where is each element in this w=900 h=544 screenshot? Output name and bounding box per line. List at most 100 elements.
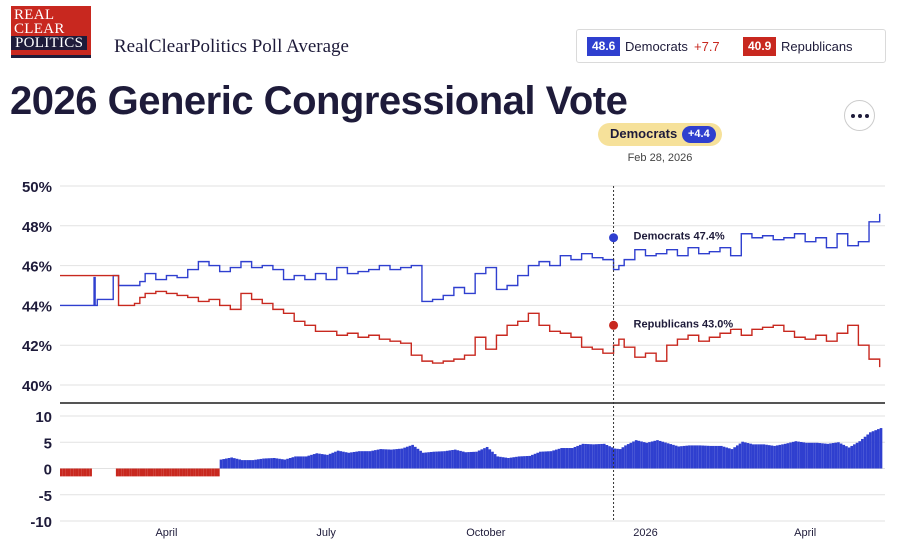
spread-bar [560,448,563,469]
spread-bar [584,443,587,469]
spread-bar [400,448,404,469]
ytick-label-pct: 46% [22,259,52,276]
spread-bar [653,440,657,469]
spread-bar [642,442,646,469]
spread-bar [722,446,726,469]
spread-bar [408,445,412,469]
spread-bar [541,451,545,469]
spread-bar [618,449,622,469]
hover-point-republicans [609,320,619,330]
spread-bar [634,440,638,469]
spread-bar [749,443,752,469]
spread-bar [371,450,375,469]
spread-bar [794,441,798,469]
spread-bar [831,443,835,469]
spread-bar [376,449,380,469]
logo-line-clear: CLEAR [14,21,65,37]
spread-bar [291,457,295,469]
spread-bar [126,468,130,477]
spread-bar [581,443,585,469]
spread-bar [307,455,311,469]
spread-bar [613,448,617,469]
spread-bar [185,468,188,477]
spread-bar [203,468,207,477]
legend-box: 48.6 Democrats +7.7 40.9 Republicans [576,29,886,63]
more-horizontal-icon-dot [864,113,869,118]
spread-bar [318,453,321,469]
more-options-button[interactable] [844,100,875,131]
spread-bar [328,453,332,469]
spread-bar [645,442,649,469]
spread-bar [139,468,143,477]
spread-bar [850,445,854,469]
rcp-logo[interactable]: REAL CLEAR POLITICS [11,6,91,58]
spread-bar [461,451,465,469]
spread-bar [746,443,750,469]
spread-bar [267,458,271,469]
spread-bar [845,446,848,469]
spread-bar [472,451,476,469]
spread-bar [190,468,194,477]
spread-bar [75,468,79,477]
spread-bar [246,460,249,469]
spread-bar [818,443,822,469]
spread-bar [171,468,175,477]
spread-bar [682,445,686,469]
spread-bar [326,454,329,469]
spread-bar [443,451,446,469]
spread-bar [150,468,154,477]
spread-bar [435,451,438,469]
spread-bar [783,443,787,469]
spread-bar [302,456,305,469]
spread-bar [193,468,196,477]
spread-bar [232,458,236,469]
spread-bar [528,455,532,469]
spread-bar [837,442,840,469]
spread-bar [709,445,713,469]
spread-bar [605,445,609,469]
spread-bar [738,443,742,469]
spread-bar [552,450,555,469]
hover-label-republicans: Republicans 43.0% [634,318,734,330]
spread-bar [299,456,303,469]
spread-bar [871,431,875,469]
spread-bar [576,445,579,469]
spread-bar [174,468,178,477]
spread-bar [374,450,377,469]
spread-bar [677,446,681,469]
spread-bar [259,458,263,469]
series-line-democrats [60,213,881,307]
ytick-label-pct: 40% [22,378,52,395]
spread-bar [866,434,870,469]
hover-label-democrats: Democrats 47.4% [634,231,725,243]
spread-bar [304,456,308,469]
logo-line-real: REAL [14,7,55,23]
spread-bar [166,468,170,477]
spread-bar [440,451,444,469]
spread-bar [70,468,74,477]
spread-bar [688,445,691,469]
spread-bar [323,454,327,469]
spread-bar [823,443,827,469]
spread-bar [134,468,138,477]
spread-bar [163,468,167,477]
spread-bar [632,441,635,469]
spread-bar [469,451,473,469]
spread-bar [395,449,398,469]
spread-bar [382,449,385,469]
spread-bar [238,459,241,469]
spread-bar [743,442,747,469]
spread-bar [549,451,553,469]
spread-bar [536,452,540,469]
spread-bar [525,456,529,469]
page-title: 2026 Generic Congressional Vote [10,79,628,123]
spread-bar [456,450,460,469]
spread-bar [222,459,225,469]
spread-bar [797,441,800,469]
spread-bar [243,460,247,469]
spread-bar [411,444,414,469]
spread-bar [366,451,369,469]
spread-bar [754,444,758,469]
spread-bar [586,444,590,469]
